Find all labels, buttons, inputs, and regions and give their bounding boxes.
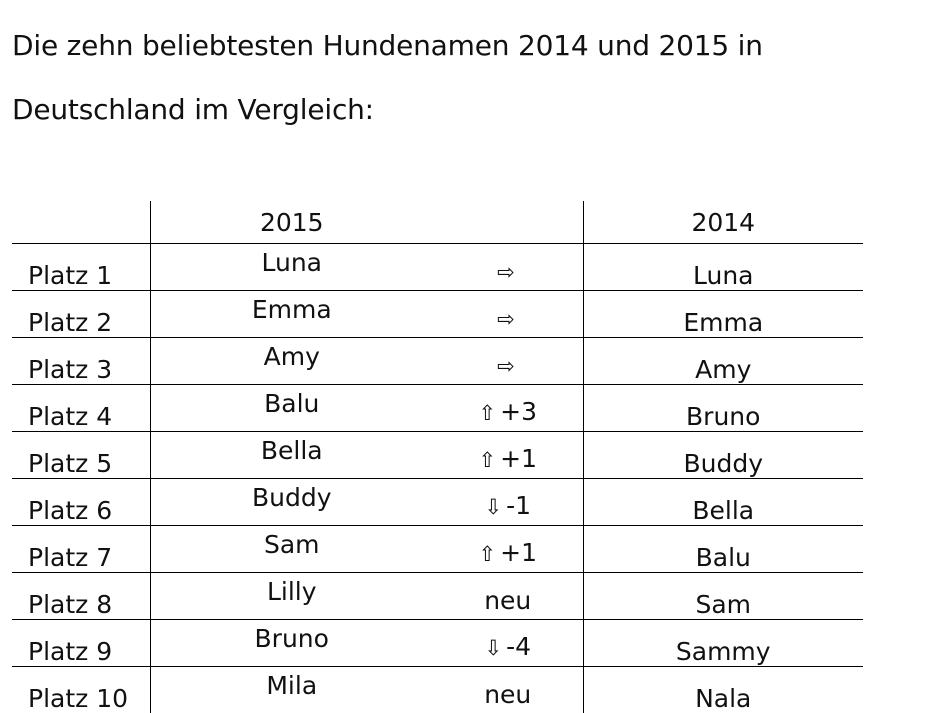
change-cell: neu: [433, 573, 583, 620]
change-indicator: ⇧+1: [479, 441, 537, 478]
name-2015-cell: Luna: [150, 244, 433, 291]
change-indicator: ⇩-1: [484, 488, 531, 525]
rank-label: Platz 7: [12, 526, 150, 573]
name-2015-cell: Bella: [150, 432, 433, 479]
name-2014-cell: Bella: [583, 479, 863, 526]
rank-label: Platz 2: [12, 291, 150, 338]
name-2014-cell: Luna: [583, 244, 863, 291]
name-2014-cell: Bruno: [583, 385, 863, 432]
change-indicator: ⇨: [497, 347, 519, 384]
change-indicator: ⇩-4: [484, 629, 531, 666]
name-2014-cell: Emma: [583, 291, 863, 338]
name-2014-cell: Buddy: [583, 432, 863, 479]
table-header-row: 2015 2014: [12, 201, 863, 244]
change-indicator: neu: [484, 677, 531, 713]
rank-label: Platz 10: [12, 667, 150, 713]
name-2014-cell: Amy: [583, 338, 863, 385]
change-value: neu: [484, 586, 531, 615]
name-2015-cell: Lilly: [150, 573, 433, 620]
change-value: -4: [506, 632, 531, 661]
name-2014-cell: Sammy: [583, 620, 863, 667]
name-2015-cell: Mila: [150, 667, 433, 713]
name-2014-cell: Nala: [583, 667, 863, 713]
change-indicator: ⇨: [497, 300, 519, 337]
rank-label: Platz 6: [12, 479, 150, 526]
right-arrow-icon: ⇨: [497, 301, 515, 337]
change-cell: ⇩-4: [433, 620, 583, 667]
name-2015-cell: Bruno: [150, 620, 433, 667]
change-cell: neu: [433, 667, 583, 713]
header-change-cell: [433, 201, 583, 244]
up-arrow-icon: ⇧: [479, 536, 497, 572]
change-indicator: neu: [484, 583, 531, 619]
change-value: +1: [500, 538, 537, 567]
header-2015: 2015: [150, 201, 433, 244]
up-arrow-icon: ⇧: [479, 395, 497, 431]
change-cell: ⇨: [433, 291, 583, 338]
change-cell: ⇧+1: [433, 526, 583, 573]
change-value: +3: [500, 397, 537, 426]
change-indicator: ⇧+1: [479, 535, 537, 572]
down-arrow-icon: ⇩: [484, 630, 502, 666]
document-heading: Die zehn beliebtesten Hundenamen 2014 un…: [12, 14, 927, 142]
rank-label: Platz 8: [12, 573, 150, 620]
right-arrow-icon: ⇨: [497, 348, 515, 384]
change-cell: ⇧+1: [433, 432, 583, 479]
name-2015-cell: Sam: [150, 526, 433, 573]
rank-label: Platz 3: [12, 338, 150, 385]
change-cell: ⇨: [433, 244, 583, 291]
name-2015-cell: Buddy: [150, 479, 433, 526]
name-2015-cell: Balu: [150, 385, 433, 432]
change-cell: ⇩-1: [433, 479, 583, 526]
rank-label: Platz 1: [12, 244, 150, 291]
change-value: neu: [484, 680, 531, 709]
change-value: -1: [506, 491, 531, 520]
name-2014-cell: Balu: [583, 526, 863, 573]
header-empty-cell: [12, 201, 150, 244]
header-2014: 2014: [583, 201, 863, 244]
change-indicator: ⇨: [497, 253, 519, 290]
rank-label: Platz 5: [12, 432, 150, 479]
change-indicator: ⇧+3: [479, 394, 537, 431]
change-cell: ⇨: [433, 338, 583, 385]
up-arrow-icon: ⇧: [479, 442, 497, 478]
down-arrow-icon: ⇩: [484, 489, 502, 525]
name-2015-cell: Amy: [150, 338, 433, 385]
rank-label: Platz 4: [12, 385, 150, 432]
change-value: +1: [500, 444, 537, 473]
name-2014-cell: Sam: [583, 573, 863, 620]
change-cell: ⇧+3: [433, 385, 583, 432]
name-2015-cell: Emma: [150, 291, 433, 338]
rank-label: Platz 9: [12, 620, 150, 667]
right-arrow-icon: ⇨: [497, 254, 515, 290]
